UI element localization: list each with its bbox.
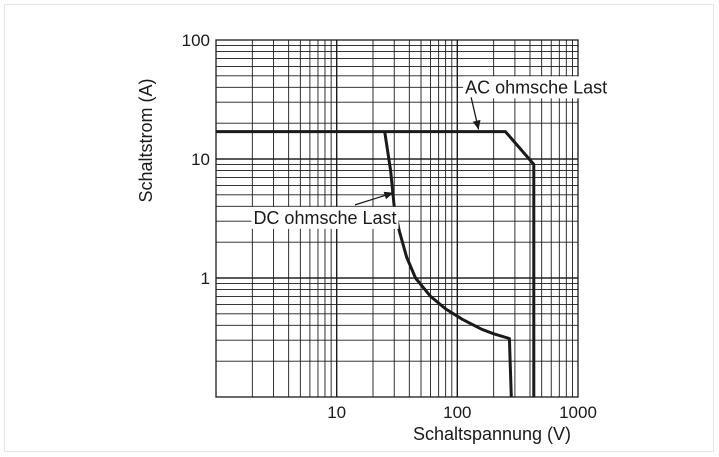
dc-curve-label: DC ohmsche Last — [253, 208, 396, 228]
ac-curve-label: AC ohmsche Last — [465, 77, 607, 97]
y-tick-label: 1 — [201, 269, 210, 288]
series-line-dc — [383, 131, 513, 398]
series-line-ac — [216, 130, 536, 397]
x-tick-label: 1000 — [559, 403, 597, 422]
y-tick-label: 100 — [182, 31, 210, 50]
y-tick-label: 10 — [191, 150, 210, 169]
annotation-background — [251, 206, 399, 229]
x-tick-label: 10 — [327, 403, 346, 422]
x-axis-label: Schaltspannung (V) — [413, 424, 571, 444]
x-tick-label: 100 — [443, 403, 471, 422]
annotation-background — [463, 76, 610, 99]
y-axis-label: Schaltstrom (A) — [136, 78, 156, 202]
ac-leader-arrow-head — [472, 119, 481, 130]
dc-leader-arrow-head — [383, 191, 394, 200]
plot-border — [215, 39, 579, 398]
